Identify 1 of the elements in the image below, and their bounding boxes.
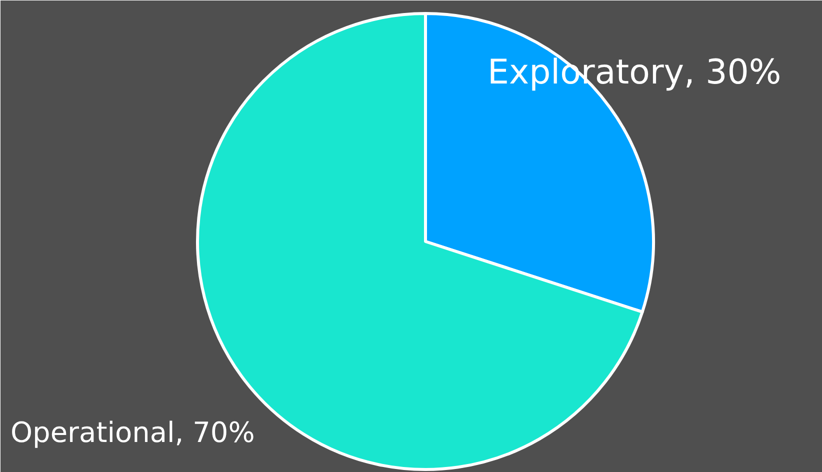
slice-label: Operational, 70% — [10, 416, 255, 449]
